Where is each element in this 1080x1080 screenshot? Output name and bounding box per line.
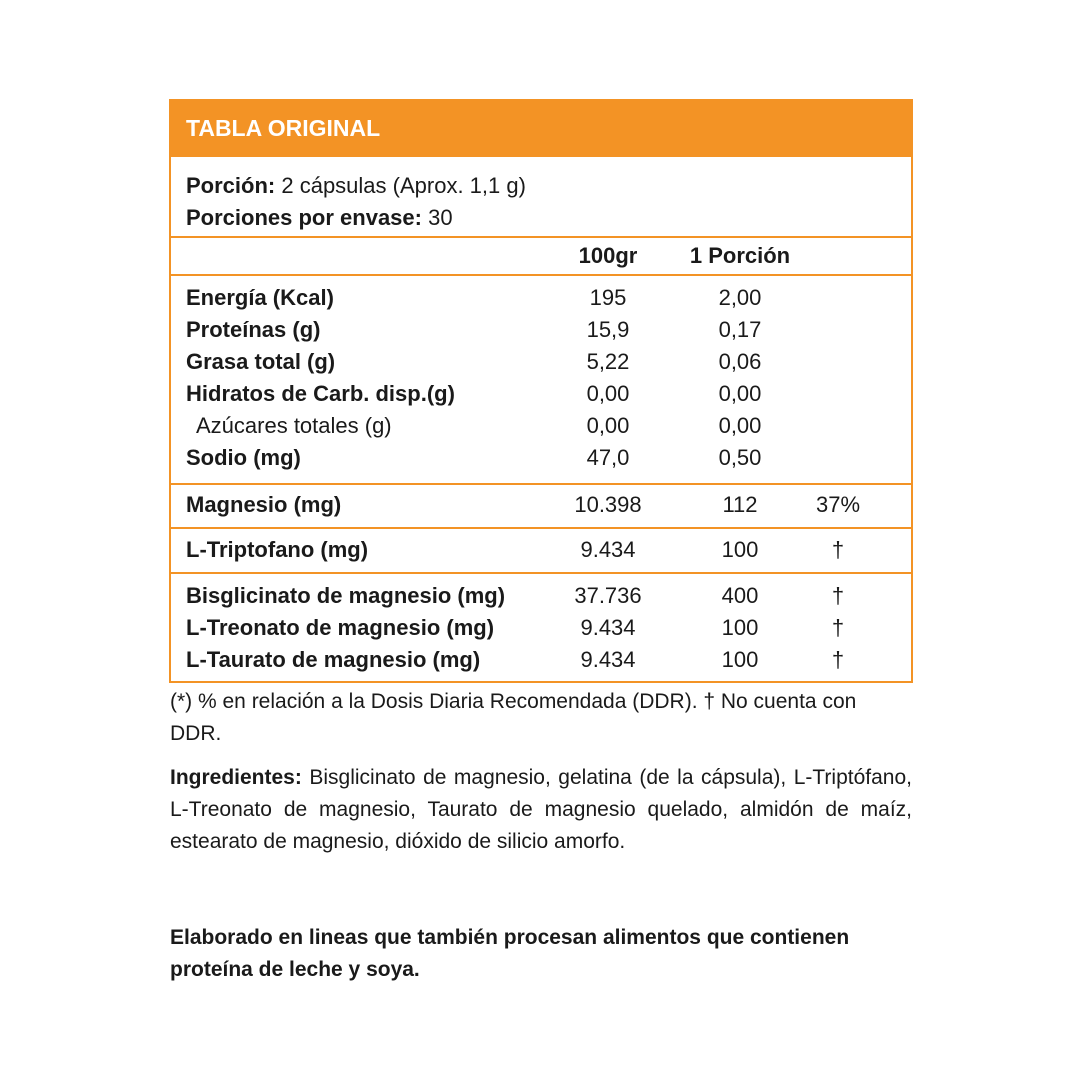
row-label: Azúcares totales (g) — [196, 413, 392, 438]
label: Porciones por envase: — [186, 205, 422, 230]
row-label: Magnesio (mg) — [186, 492, 342, 517]
allergens: Elaborado en lineas que también procesan… — [170, 926, 850, 981]
value: 2 cápsulas (Aprox. 1,1 g) — [281, 173, 526, 198]
separator — [171, 483, 911, 485]
per-portion: 0,50 — [718, 445, 762, 470]
serving: Porción: 2 cápsulas (Aprox. 1,1 g) — [186, 170, 526, 202]
per-portion: 0,00 — [718, 381, 762, 406]
per-portion: 100 — [721, 615, 759, 640]
row-label: L-Treonato de magnesio (mg) — [186, 615, 495, 640]
row-label: Bisglicinato de magnesio (mg) — [186, 583, 506, 608]
per-portion: 0,00 — [718, 413, 762, 438]
separator — [171, 236, 911, 238]
column-header: 1 Porción — [689, 243, 791, 268]
table-header: TABLA ORIGINAL — [169, 99, 913, 157]
footnote: (*) % en relación a la Dosis Diaria Reco… — [170, 690, 857, 745]
text: Bisglicinato de magnesio, gelatina (de l… — [170, 766, 912, 853]
per-portion: 0,17 — [718, 317, 762, 342]
separator — [171, 274, 911, 276]
label: Ingredientes: — [170, 766, 302, 789]
row-label: Grasa total (g) — [186, 349, 336, 374]
ddr: † — [831, 583, 845, 608]
per-portion: 112 — [722, 492, 758, 517]
title: TABLA ORIGINAL — [186, 115, 381, 141]
label: Porción: — [186, 173, 276, 198]
row-label: Proteínas (g) — [186, 317, 321, 342]
per-100g: 9.434 — [580, 615, 636, 640]
ddr: † — [831, 537, 845, 562]
per-100g: 0,00 — [586, 413, 630, 438]
per-portion: 100 — [721, 537, 759, 562]
per-100g: 5,22 — [586, 349, 630, 374]
row-label: L-Taurato de magnesio (mg) — [186, 647, 481, 672]
ddr: † — [831, 615, 845, 640]
serving: Porciones por envase: 30 — [186, 202, 453, 234]
row-label: Energía (Kcal) — [186, 285, 334, 310]
row-label: Sodio (mg) — [186, 445, 301, 470]
per-100g: 15,9 — [586, 317, 630, 342]
column-header: 100gr — [578, 243, 638, 268]
per-portion: 100 — [721, 647, 759, 672]
ddr: 37% — [815, 492, 861, 517]
separator — [171, 572, 911, 574]
per-100g: 195 — [589, 285, 627, 310]
per-100g: 0,00 — [586, 381, 630, 406]
ingredients: Ingredientes: Bisglicinato de magnesio, … — [170, 762, 912, 858]
per-portion: 0,06 — [718, 349, 762, 374]
per-100g: 9.434 — [580, 537, 636, 562]
per-100g: 37.736 — [574, 583, 642, 608]
per-100g: 9.434 — [580, 647, 636, 672]
row-label: Hidratos de Carb. disp.(g) — [186, 381, 455, 406]
per-100g: 47,0 — [586, 445, 630, 470]
per-100g: 10.398 — [574, 492, 642, 517]
per-portion: 400 — [721, 583, 759, 608]
row-label: L-Triptofano (mg) — [186, 537, 369, 562]
ddr: † — [831, 647, 845, 672]
value: 30 — [428, 205, 453, 230]
separator — [171, 527, 911, 529]
per-portion: 2,00 — [718, 285, 762, 310]
